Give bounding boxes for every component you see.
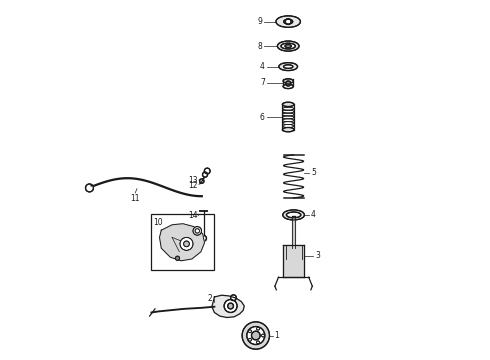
Ellipse shape bbox=[282, 102, 294, 107]
Text: 3: 3 bbox=[315, 251, 320, 260]
Circle shape bbox=[248, 330, 251, 333]
Text: 11: 11 bbox=[130, 194, 140, 203]
Circle shape bbox=[257, 341, 260, 344]
Circle shape bbox=[228, 303, 233, 309]
Ellipse shape bbox=[282, 119, 294, 122]
Ellipse shape bbox=[284, 19, 293, 24]
Ellipse shape bbox=[282, 107, 294, 110]
Circle shape bbox=[193, 226, 201, 235]
Text: 4: 4 bbox=[311, 210, 316, 220]
Text: 13: 13 bbox=[189, 176, 198, 185]
Ellipse shape bbox=[282, 127, 294, 132]
Ellipse shape bbox=[283, 210, 304, 220]
Circle shape bbox=[180, 237, 193, 250]
Bar bbox=[283, 81, 293, 86]
Ellipse shape bbox=[283, 84, 293, 89]
Ellipse shape bbox=[282, 116, 294, 119]
Ellipse shape bbox=[277, 41, 299, 51]
Text: 12: 12 bbox=[189, 181, 198, 190]
Bar bbox=[151, 214, 215, 270]
Circle shape bbox=[86, 184, 94, 192]
Ellipse shape bbox=[284, 65, 293, 68]
Circle shape bbox=[247, 327, 265, 345]
Circle shape bbox=[201, 235, 206, 241]
Ellipse shape bbox=[282, 113, 294, 116]
Ellipse shape bbox=[283, 79, 293, 83]
Text: 14: 14 bbox=[188, 211, 197, 220]
Circle shape bbox=[231, 295, 236, 301]
Text: 10: 10 bbox=[153, 218, 163, 227]
Polygon shape bbox=[160, 224, 204, 261]
Circle shape bbox=[224, 300, 237, 312]
Circle shape bbox=[285, 19, 291, 24]
Text: 7: 7 bbox=[260, 78, 265, 87]
Circle shape bbox=[175, 256, 180, 260]
Ellipse shape bbox=[282, 122, 294, 125]
Ellipse shape bbox=[286, 212, 301, 218]
Circle shape bbox=[286, 81, 291, 86]
Text: 8: 8 bbox=[258, 42, 262, 51]
Ellipse shape bbox=[279, 63, 297, 71]
Bar bbox=[283, 245, 304, 277]
Circle shape bbox=[204, 168, 210, 174]
Circle shape bbox=[257, 327, 260, 330]
Circle shape bbox=[199, 179, 204, 183]
Circle shape bbox=[242, 322, 270, 349]
Text: 5: 5 bbox=[311, 168, 316, 177]
Bar bbox=[292, 216, 295, 248]
Text: 6: 6 bbox=[260, 112, 265, 122]
Text: 1: 1 bbox=[274, 331, 279, 340]
Ellipse shape bbox=[282, 110, 294, 113]
Ellipse shape bbox=[276, 16, 300, 27]
Text: 9: 9 bbox=[257, 17, 262, 26]
Text: 4: 4 bbox=[260, 62, 265, 71]
Circle shape bbox=[251, 331, 260, 340]
Circle shape bbox=[248, 338, 251, 341]
Ellipse shape bbox=[281, 43, 295, 49]
Bar bbox=[286, 245, 301, 259]
Circle shape bbox=[195, 229, 199, 233]
Circle shape bbox=[184, 241, 189, 247]
Ellipse shape bbox=[282, 125, 294, 127]
Text: 2: 2 bbox=[208, 294, 213, 303]
Ellipse shape bbox=[285, 45, 292, 48]
Circle shape bbox=[202, 172, 208, 177]
Circle shape bbox=[262, 334, 265, 337]
Polygon shape bbox=[212, 295, 245, 318]
